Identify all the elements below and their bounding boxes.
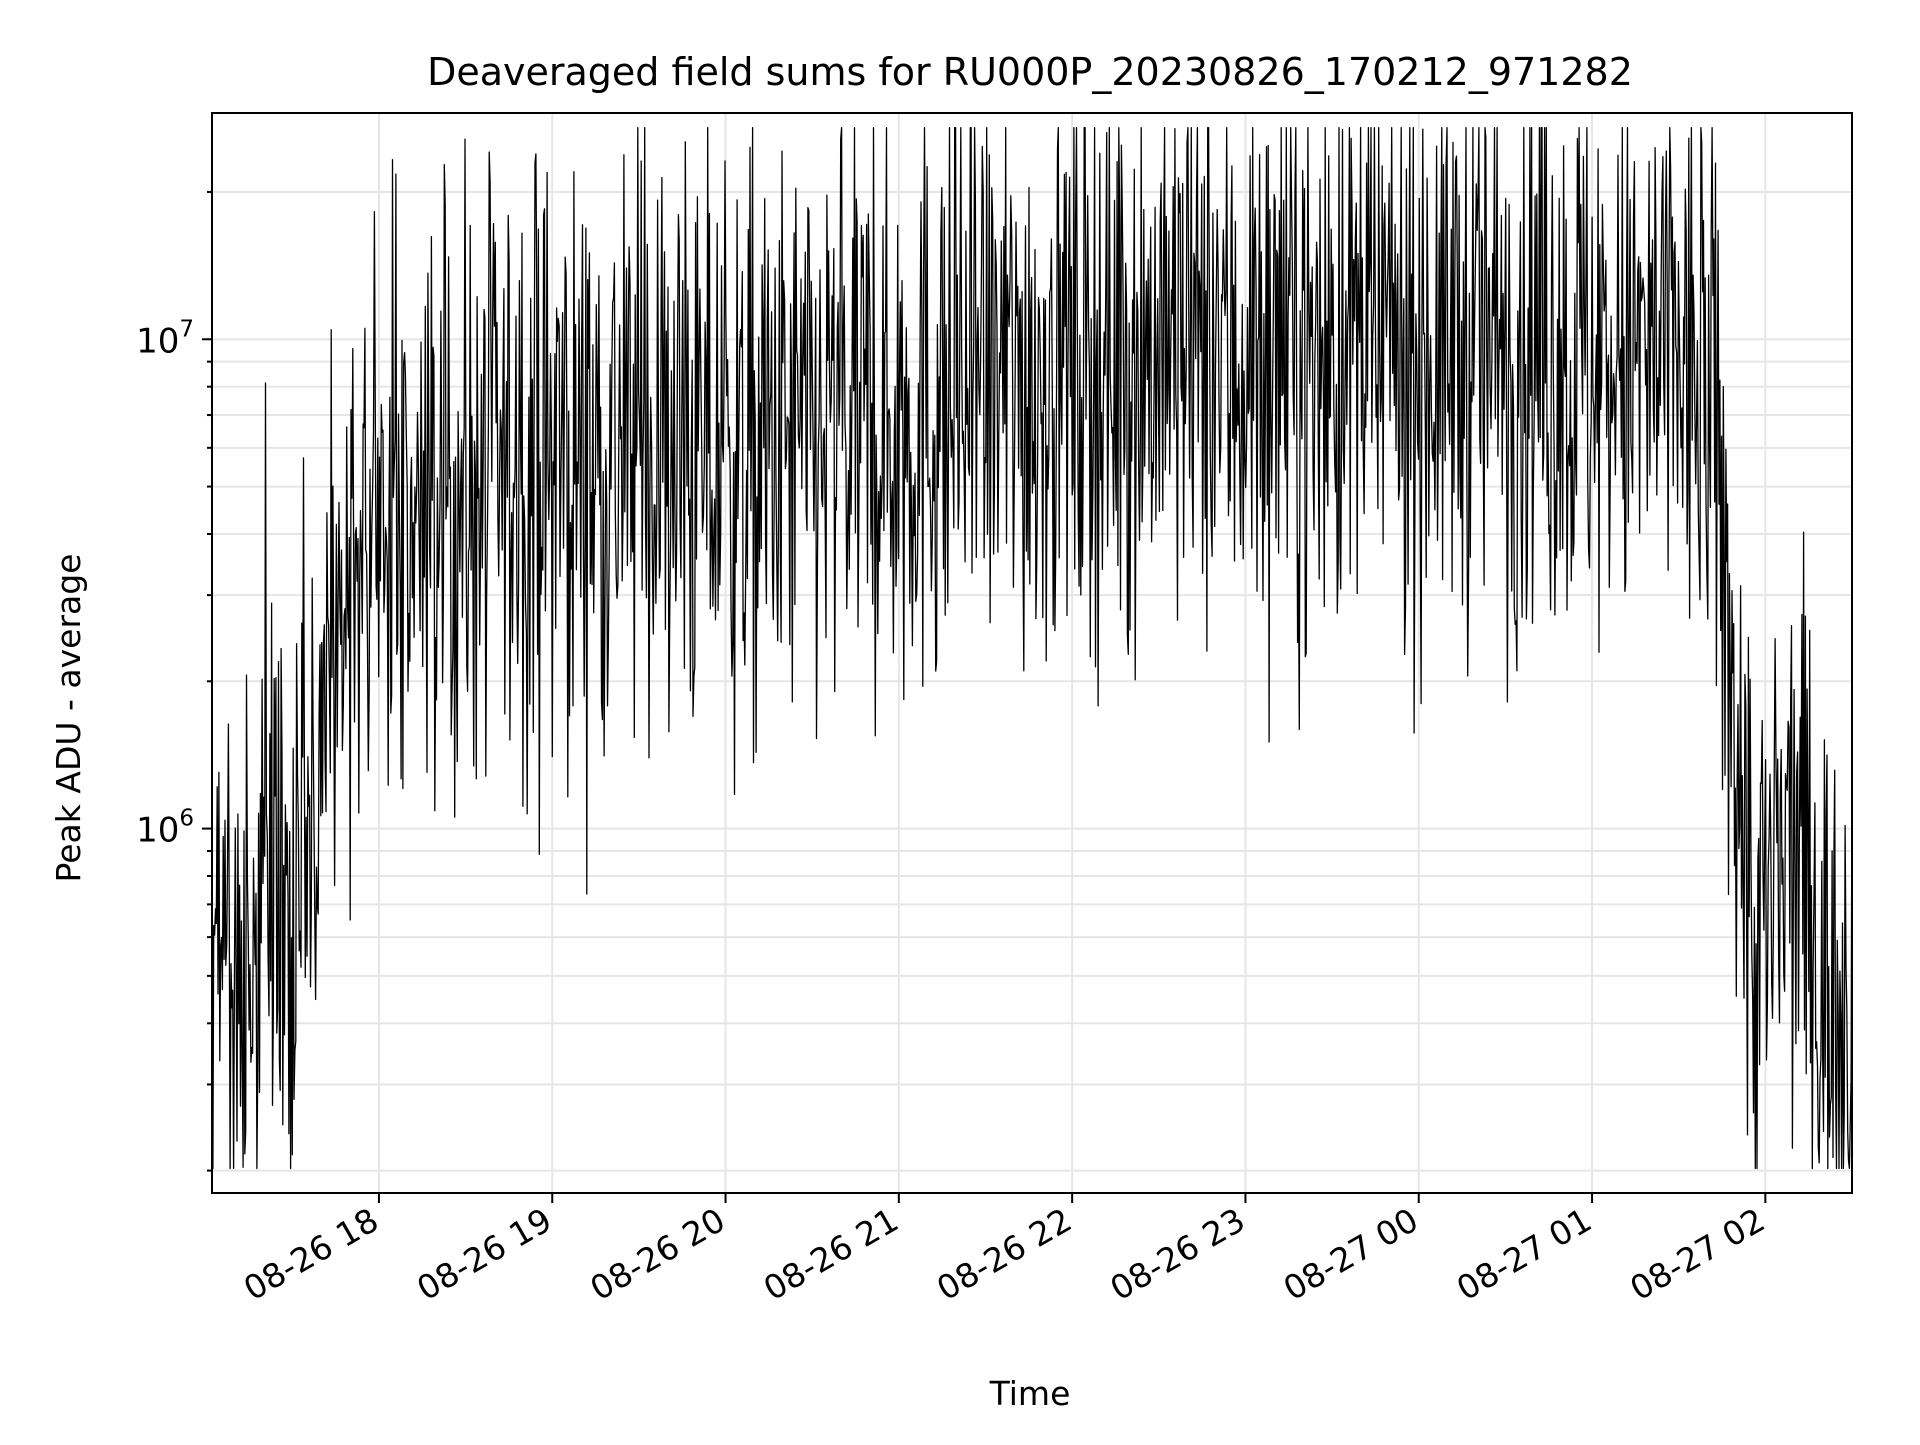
- y-tick-label: 107: [136, 316, 194, 361]
- x-axis-label: Time: [989, 1374, 1071, 1413]
- plot-frame: [211, 112, 1853, 1194]
- series-line: [211, 127, 1853, 1170]
- data-layer: [211, 127, 1853, 1170]
- chart-title: Deaveraged field sums for RU000P_2023082…: [427, 50, 1633, 94]
- y-tick-label: 106: [136, 806, 194, 851]
- y-axis-label: Peak ADU - average: [49, 554, 88, 883]
